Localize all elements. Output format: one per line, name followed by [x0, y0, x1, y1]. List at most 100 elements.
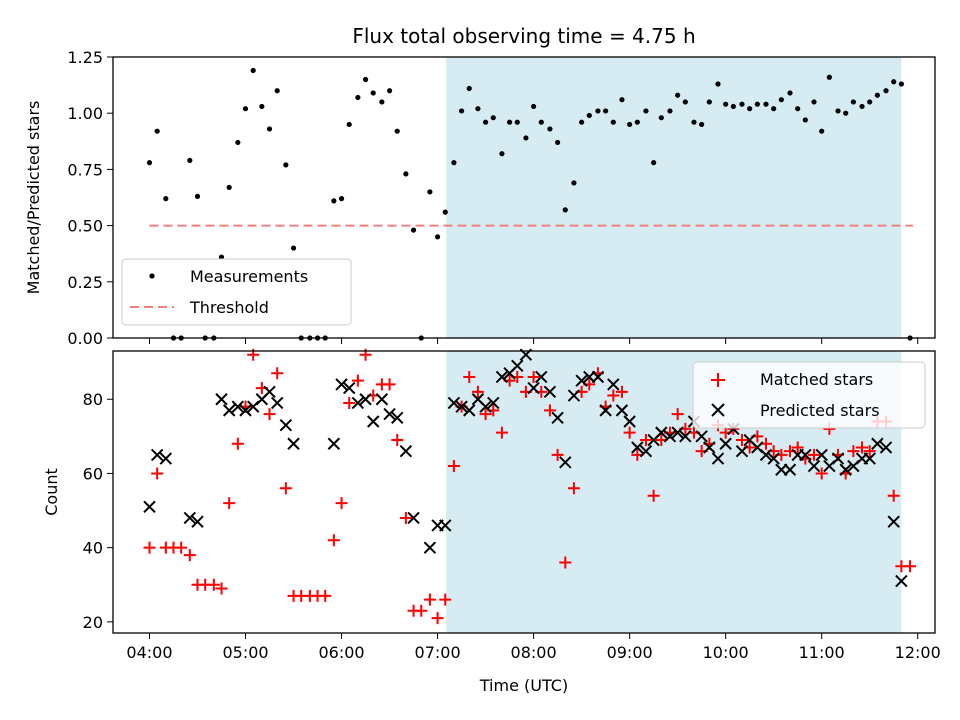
predicted-star-point [767, 452, 780, 465]
measurement-point [586, 112, 592, 119]
predicted-star-point [799, 448, 812, 462]
matched-star-point [415, 604, 428, 617]
bottom-xtick-label: 12:00 [895, 643, 941, 662]
measurement-point [187, 157, 193, 164]
measurement-point [843, 110, 849, 116]
bottom-panel-xlabel: Time (UTC) [479, 676, 568, 695]
measurement-point [482, 119, 489, 125]
matched-star-point [856, 441, 869, 454]
predicted-star-point [150, 448, 164, 462]
measurement-point [771, 106, 777, 112]
matched-star-point [391, 434, 404, 447]
predicted-star-point [623, 415, 636, 428]
measurement-point [634, 119, 640, 125]
predicted-star-point [439, 519, 452, 532]
measurement-point [571, 180, 577, 186]
measurement-point [778, 97, 784, 103]
matched-star-point [271, 367, 284, 380]
measurement-point [795, 106, 801, 112]
predicted-star-point [535, 370, 548, 384]
measurement-point [154, 128, 160, 134]
measurement-point [442, 209, 448, 215]
measurement-point [819, 128, 825, 134]
top-panel-shaded-region [446, 57, 902, 338]
legend-matched-label: Matched stars [760, 370, 873, 389]
predicted-star-point [327, 437, 341, 450]
predicted-star-point [567, 389, 581, 402]
top-ytick-label: 0.50 [67, 217, 103, 236]
predicted-star-point [703, 441, 716, 454]
measurement-point [259, 103, 265, 110]
measurement-point [787, 90, 793, 96]
bottom-legend: Matched stars Predicted stars [692, 361, 926, 429]
matched-star-point [808, 448, 821, 461]
predicted-star-point [343, 381, 356, 395]
matched-star-point [863, 445, 876, 458]
predicted-star-point [839, 463, 852, 476]
measurement-point [499, 151, 505, 157]
matched-star-point [175, 541, 188, 554]
predicted-star-point [879, 441, 893, 454]
measurement-point [850, 99, 856, 105]
bottom-xtick-label: 11:00 [799, 643, 845, 662]
predicted-star-point [399, 444, 413, 458]
matched-star-point [471, 385, 484, 398]
matched-star-point [847, 445, 860, 458]
matched-star-point [399, 511, 412, 524]
matched-star-point [615, 385, 628, 398]
predicted-star-point [719, 437, 732, 450]
predicted-star-point [183, 511, 197, 525]
predicted-star-point [871, 437, 884, 450]
matched-star-point [351, 374, 364, 387]
predicted-star-point [615, 404, 629, 417]
measurement-point [643, 108, 649, 114]
predicted-star-point [383, 407, 396, 421]
bottom-ytick-label: 60 [83, 464, 103, 483]
matched-star-point [543, 404, 556, 417]
predicted-star-point [447, 396, 461, 410]
predicted-star-point [655, 426, 668, 439]
measurement-point [346, 121, 352, 128]
measurement-point [531, 103, 537, 110]
predicted-star-point [463, 404, 476, 417]
matched-star-point [207, 578, 220, 591]
bottom-xtick-label: 08:00 [511, 643, 557, 662]
measurement-point [802, 117, 808, 123]
predicted-star-point [679, 430, 692, 443]
measurement-point [595, 108, 601, 114]
matched-star-point [231, 437, 244, 450]
predicted-star-point [367, 415, 380, 428]
measurement-point [218, 254, 225, 260]
measurement-point [235, 139, 241, 146]
measurement-point [370, 90, 376, 96]
legend-measurements-label: Measurements [190, 267, 308, 286]
measurement-point [410, 227, 417, 233]
predicted-star-point [423, 541, 437, 554]
bottom-xtick-label: 05:00 [222, 643, 268, 662]
matched-star-point [463, 370, 476, 383]
matched-star-point [671, 408, 684, 421]
bottom-ytick-label: 40 [83, 539, 103, 558]
matched-star-point [431, 612, 444, 625]
top-panel-frame [112, 56, 936, 339]
predicted-star-point [711, 452, 725, 465]
bottom-panel: 20 40 60 80 04:00 05:00 06:00 07:00 08:00 09:00 1… [42, 348, 941, 695]
predicted-star-point [263, 385, 276, 399]
predicted-star-point [231, 400, 245, 413]
predicted-star-point [391, 411, 404, 424]
matched-star-point [447, 460, 460, 473]
matched-star-point [559, 556, 572, 569]
measurement-point [523, 135, 529, 141]
measurement-point [739, 101, 745, 107]
predicted-star-point [831, 452, 845, 465]
bottom-ytick-label: 80 [83, 390, 103, 409]
predicted-star-point [279, 419, 293, 432]
measurement-point [675, 92, 681, 98]
measurement-point [555, 139, 561, 146]
predicted-star-point [735, 444, 749, 458]
top-ytick-label: 1.25 [67, 48, 103, 67]
predicted-star-point [575, 374, 588, 387]
matched-star-point [567, 482, 580, 495]
matched-star-point [223, 497, 236, 510]
